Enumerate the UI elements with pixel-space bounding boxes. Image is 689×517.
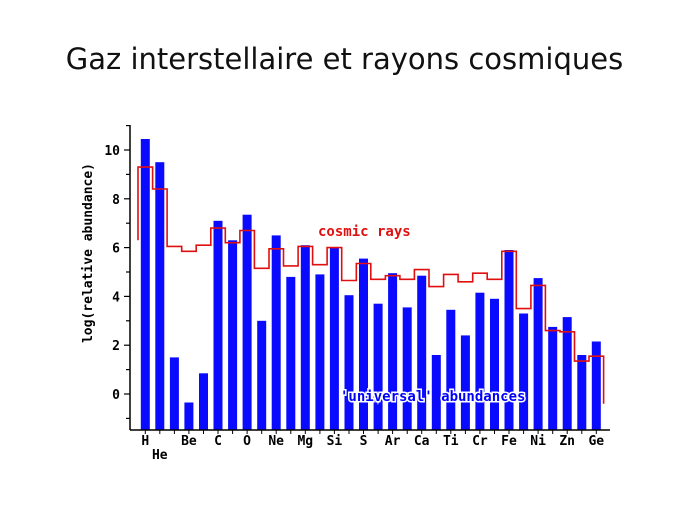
bar-Ge: [591, 341, 601, 430]
bar-C: [213, 220, 223, 430]
x-tick-label-Fe: Fe: [501, 434, 517, 449]
x-tick-label-Ar: Ar: [385, 434, 401, 449]
bar-O: [242, 214, 252, 430]
bar-Al: [315, 274, 325, 430]
cosmic-rays-annotation: cosmic rays: [318, 224, 411, 240]
bar-P: [344, 295, 354, 430]
bar-Ar: [388, 273, 398, 430]
x-tick-label-Ti: Ti: [443, 434, 459, 449]
x-tick-label-Ge: Ge: [588, 434, 604, 449]
bar-Be: [184, 402, 194, 430]
bar-Mn: [490, 298, 499, 430]
cosmic-ray-step-layer: [137, 166, 605, 404]
bar-Li: [169, 357, 179, 430]
bar-Cr: [475, 292, 485, 430]
bar-Cl: [373, 303, 383, 430]
x-tick-label-Ne: Ne: [268, 434, 284, 449]
bar-Mg: [300, 245, 310, 430]
y-tick-label: 6: [112, 242, 120, 257]
bars-layer: [140, 139, 601, 430]
x-tick-label-Zn: Zn: [559, 434, 575, 449]
bar-Na: [286, 276, 296, 430]
bar-N: [228, 240, 238, 430]
bar-H: [140, 139, 150, 430]
x-tick-label-He: He: [152, 448, 168, 463]
bar-K: [402, 307, 412, 430]
x-tick-label-O: O: [243, 434, 251, 449]
y-tick-label: 10: [104, 144, 120, 159]
universal-abundances-annotation: 'universal' abundances: [340, 389, 525, 405]
bar-Ni: [533, 278, 543, 430]
slide-title: Gaz interstellaire et rayons cosmiques: [65, 42, 624, 76]
bar-Sc: [431, 355, 441, 430]
x-tick-label-Cr: Cr: [472, 434, 488, 449]
x-tick-label-Ni: Ni: [530, 434, 546, 449]
bar-Co: [519, 313, 529, 430]
y-tick-label: 4: [112, 290, 120, 305]
y-tick-label: 2: [112, 339, 120, 354]
x-tick-label-Ca: Ca: [414, 434, 430, 449]
bar-Zn: [562, 317, 572, 430]
x-tick-label-Si: Si: [327, 434, 343, 449]
x-tick-label-H: H: [141, 434, 149, 449]
y-tick-label: 8: [112, 193, 120, 208]
bar-Fe: [504, 250, 514, 430]
bar-V: [460, 335, 470, 430]
x-tick-label-Be: Be: [181, 434, 197, 449]
bar-Ca: [417, 275, 427, 430]
y-tick-label: 0: [112, 388, 120, 403]
x-tick-label-S: S: [360, 434, 368, 449]
axes-layer: [124, 124, 610, 434]
bar-S: [359, 258, 368, 430]
x-tick-label-Mg: Mg: [297, 434, 313, 449]
bar-B: [199, 373, 208, 430]
bar-Ga: [577, 355, 587, 430]
bar-F: [257, 320, 267, 430]
cosmic-rays-step-line: [137, 166, 605, 404]
bar-Ne: [271, 235, 281, 430]
bar-Cu: [548, 326, 558, 430]
bar-Ti: [446, 309, 456, 430]
x-tick-label-C: C: [214, 434, 222, 449]
y-axis-label: log(relative abundance): [81, 163, 96, 343]
bar-Si: [329, 247, 339, 430]
bar-He: [155, 162, 165, 430]
labels-layer: 0 2 4 6 8 10 H Be C O Ne Mg Si S Ar Ca Ti Cr Fe Ni Zn Ge He: [104, 144, 604, 463]
